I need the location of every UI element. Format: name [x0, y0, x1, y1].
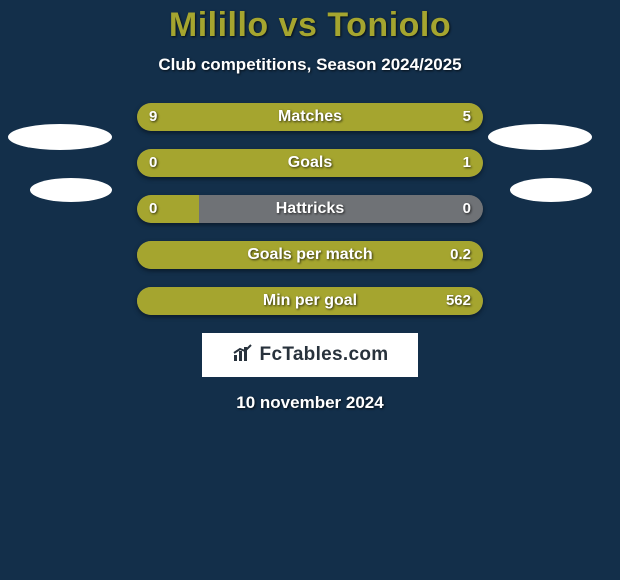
- stat-row: Hattricks00: [137, 195, 483, 223]
- chart-icon: [232, 343, 254, 368]
- brand-text: FcTables.com: [260, 344, 389, 366]
- stat-value-right: 1: [463, 149, 471, 177]
- brand-box: FcTables.com: [202, 333, 418, 377]
- stat-value-left: 0: [149, 149, 157, 177]
- right-ellipse: [510, 178, 592, 202]
- stat-value-right: 0.2: [450, 241, 471, 269]
- fill-left: [137, 149, 199, 177]
- fill-left: [137, 195, 199, 223]
- stat-row: Goals per match0.2: [137, 241, 483, 269]
- fill-right: [310, 103, 483, 131]
- stage: Milillo vs Toniolo Club competitions, Se…: [0, 0, 620, 580]
- stat-value-left: 9: [149, 103, 157, 131]
- stat-value-right: 5: [463, 103, 471, 131]
- left-ellipse: [30, 178, 112, 202]
- page-title: Milillo vs Toniolo: [0, 0, 620, 45]
- stat-row: Matches95: [137, 103, 483, 131]
- fill-right: [137, 287, 483, 315]
- stat-row: Goals01: [137, 149, 483, 177]
- stat-value-right: 562: [446, 287, 471, 315]
- right-ellipse: [488, 124, 592, 150]
- stat-value-left: 0: [149, 195, 157, 223]
- date-text: 10 november 2024: [0, 393, 620, 413]
- fill-left: [137, 103, 310, 131]
- stat-row: Min per goal562: [137, 287, 483, 315]
- left-ellipse: [8, 124, 112, 150]
- subtitle: Club competitions, Season 2024/2025: [0, 55, 620, 75]
- fill-right: [137, 241, 483, 269]
- stats-table: Matches95Goals01Hattricks00Goals per mat…: [137, 103, 483, 315]
- stat-value-right: 0: [463, 195, 471, 223]
- fill-right: [199, 149, 483, 177]
